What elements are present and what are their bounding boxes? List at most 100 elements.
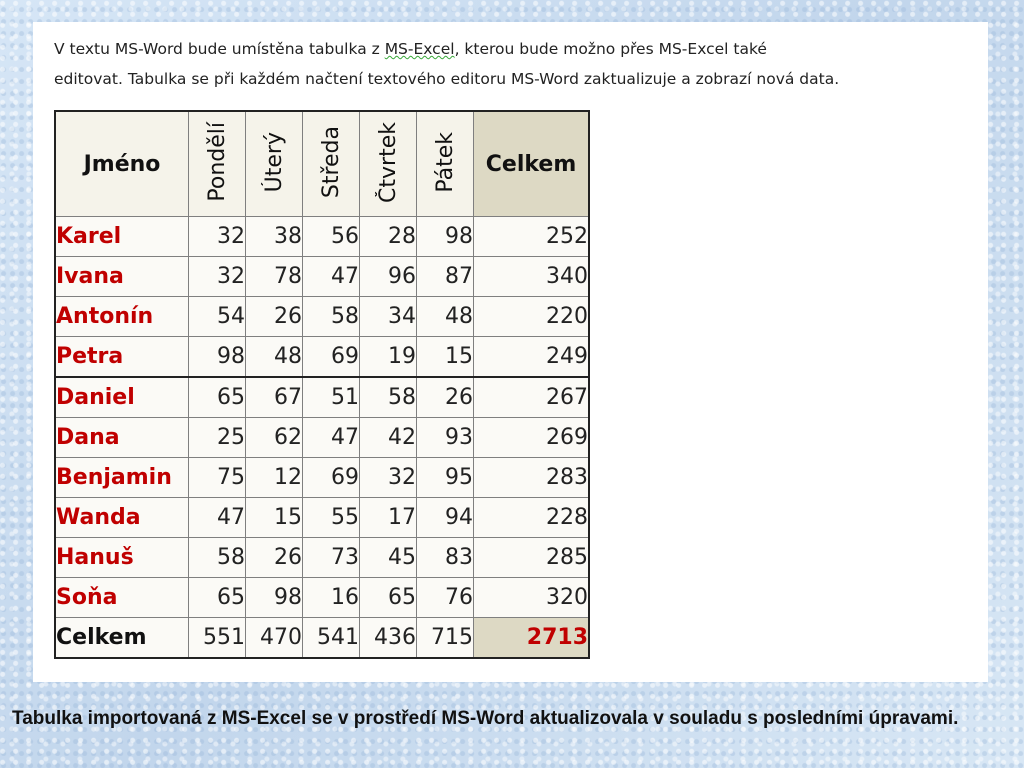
value-cell: 58 xyxy=(359,376,417,418)
sum-cell: 551 xyxy=(188,617,246,659)
row-name: Karel xyxy=(54,216,189,257)
table-row: Antonín 54 26 58 34 48 220 xyxy=(54,296,590,337)
value-cell: 78 xyxy=(245,256,303,297)
intro-part-1: V textu MS-Word bude umístěna tabulka z xyxy=(54,40,385,58)
value-cell: 19 xyxy=(359,336,417,378)
row-total: 267 xyxy=(473,376,590,418)
value-cell: 32 xyxy=(359,457,417,498)
value-cell: 58 xyxy=(188,537,246,578)
row-total: 269 xyxy=(473,417,590,458)
row-total: 249 xyxy=(473,336,590,378)
value-cell: 26 xyxy=(416,376,474,418)
header-day: Pondělí xyxy=(188,110,246,217)
table-row: Daniel 65 67 51 58 26 267 xyxy=(54,376,590,418)
value-cell: 75 xyxy=(188,457,246,498)
row-name: Wanda xyxy=(54,497,189,538)
header-day: Středa xyxy=(302,110,360,217)
row-name: Antonín xyxy=(54,296,189,337)
header-name: Jméno xyxy=(54,110,189,217)
header-total: Celkem xyxy=(473,110,590,217)
value-cell: 65 xyxy=(188,577,246,618)
row-name: Soňa xyxy=(54,577,189,618)
value-cell: 73 xyxy=(302,537,360,578)
value-cell: 69 xyxy=(302,457,360,498)
table-row: Hanuš 58 26 73 45 83 285 xyxy=(54,537,590,578)
value-cell: 76 xyxy=(416,577,474,618)
row-total: 340 xyxy=(473,256,590,297)
value-cell: 48 xyxy=(416,296,474,337)
sum-row: Celkem 551 470 541 436 715 2713 xyxy=(54,617,590,659)
value-cell: 15 xyxy=(416,336,474,378)
value-cell: 69 xyxy=(302,336,360,378)
value-cell: 67 xyxy=(245,376,303,418)
row-total: 283 xyxy=(473,457,590,498)
value-cell: 45 xyxy=(359,537,417,578)
sum-cell: 470 xyxy=(245,617,303,659)
value-cell: 34 xyxy=(359,296,417,337)
sum-cell: 541 xyxy=(302,617,360,659)
value-cell: 15 xyxy=(245,497,303,538)
value-cell: 58 xyxy=(302,296,360,337)
sum-cell: 436 xyxy=(359,617,417,659)
value-cell: 28 xyxy=(359,216,417,257)
value-cell: 16 xyxy=(302,577,360,618)
value-cell: 47 xyxy=(302,256,360,297)
value-cell: 98 xyxy=(245,577,303,618)
value-cell: 47 xyxy=(188,497,246,538)
table-row: Wanda 47 15 55 17 94 228 xyxy=(54,497,590,538)
row-total: 252 xyxy=(473,216,590,257)
table-row: Benjamin 75 12 69 32 95 283 xyxy=(54,457,590,498)
row-name: Benjamin xyxy=(54,457,189,498)
intro-line-1: V textu MS-Word bude umístěna tabulka z … xyxy=(54,34,954,64)
value-cell: 54 xyxy=(188,296,246,337)
value-cell: 96 xyxy=(359,256,417,297)
value-cell: 65 xyxy=(188,376,246,418)
table-row: Ivana 32 78 47 96 87 340 xyxy=(54,256,590,297)
row-total: 220 xyxy=(473,296,590,337)
value-cell: 26 xyxy=(245,537,303,578)
row-name: Daniel xyxy=(54,376,189,418)
value-cell: 87 xyxy=(416,256,474,297)
value-cell: 65 xyxy=(359,577,417,618)
excel-table[interactable]: Jméno Pondělí Úterý Středa Čtvrtek Pátek… xyxy=(54,110,590,659)
header-day: Úterý xyxy=(245,110,303,217)
table-row: Petra 98 48 69 19 15 249 xyxy=(54,336,590,378)
sum-label: Celkem xyxy=(54,617,189,659)
row-name: Hanuš xyxy=(54,537,189,578)
intro-line-2: editovat. Tabulka se při každém načtení … xyxy=(54,70,840,88)
value-cell: 48 xyxy=(245,336,303,378)
value-cell: 42 xyxy=(359,417,417,458)
value-cell: 98 xyxy=(188,336,246,378)
table-header-row: Jméno Pondělí Úterý Středa Čtvrtek Pátek… xyxy=(54,110,590,217)
row-total: 320 xyxy=(473,577,590,618)
value-cell: 62 xyxy=(245,417,303,458)
value-cell: 51 xyxy=(302,376,360,418)
value-cell: 12 xyxy=(245,457,303,498)
row-total: 285 xyxy=(473,537,590,578)
value-cell: 95 xyxy=(416,457,474,498)
table-row: Dana 25 62 47 42 93 269 xyxy=(54,417,590,458)
value-cell: 26 xyxy=(245,296,303,337)
table-row: Soňa 65 98 16 65 76 320 xyxy=(54,577,590,618)
value-cell: 55 xyxy=(302,497,360,538)
row-name: Petra xyxy=(54,336,189,378)
spellcheck-word: MS-Excel xyxy=(384,40,455,58)
value-cell: 94 xyxy=(416,497,474,538)
value-cell: 93 xyxy=(416,417,474,458)
header-day: Pátek xyxy=(416,110,474,217)
intro-part-2: , kterou bude možno přes MS-Excel také xyxy=(454,40,767,58)
intro-text: V textu MS-Word bude umístěna tabulka z … xyxy=(54,34,954,94)
caption: Tabulka importovaná z MS-Excel se v pros… xyxy=(12,708,959,729)
row-name: Dana xyxy=(54,417,189,458)
row-name: Ivana xyxy=(54,256,189,297)
value-cell: 98 xyxy=(416,216,474,257)
value-cell: 56 xyxy=(302,216,360,257)
value-cell: 83 xyxy=(416,537,474,578)
row-total: 228 xyxy=(473,497,590,538)
grand-total: 2713 xyxy=(473,617,590,659)
value-cell: 32 xyxy=(188,216,246,257)
value-cell: 25 xyxy=(188,417,246,458)
value-cell: 32 xyxy=(188,256,246,297)
value-cell: 17 xyxy=(359,497,417,538)
value-cell: 47 xyxy=(302,417,360,458)
